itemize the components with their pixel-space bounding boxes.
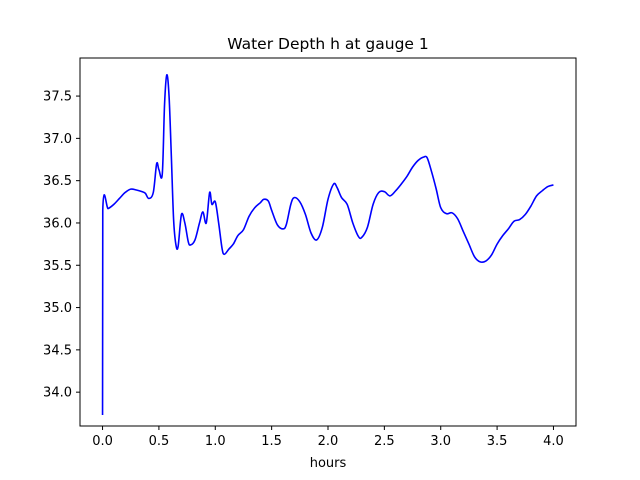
y-tick-label: 37.0 (43, 132, 72, 147)
y-tick-label: 36.5 (43, 174, 72, 189)
x-tick-label: 2.0 (318, 434, 339, 449)
y-axis-ticks: 34.0 34.5 35.0 35.5 36.0 36.5 37.0 37.5 (43, 90, 80, 401)
plot-frame (79, 57, 577, 427)
chart-title: Water Depth h at gauge 1 (227, 35, 428, 53)
x-tick-label: 3.0 (430, 434, 451, 449)
y-tick-label: 35.5 (43, 259, 72, 274)
y-tick-label: 37.5 (43, 90, 72, 105)
y-tick-label: 35.0 (43, 301, 72, 316)
x-tick-label: 4.0 (543, 434, 564, 449)
plot-lines (101, 74, 554, 416)
y-tick-label: 36.0 (43, 216, 72, 231)
y-tick-label: 34.0 (43, 386, 72, 401)
x-tick-label: 1.5 (261, 434, 282, 449)
x-axis-label: hours (310, 456, 347, 471)
x-tick-label: 0.0 (92, 434, 113, 449)
series-line (101, 74, 554, 416)
y-tick-label: 34.5 (43, 343, 72, 358)
x-tick-label: 1.0 (205, 434, 226, 449)
x-tick-label: 2.5 (374, 434, 395, 449)
x-axis-ticks: 0.0 0.5 1.0 1.5 2.0 2.5 3.0 3.5 4.0 (92, 426, 564, 449)
x-tick-label: 3.5 (487, 434, 508, 449)
x-tick-label: 0.5 (149, 434, 170, 449)
